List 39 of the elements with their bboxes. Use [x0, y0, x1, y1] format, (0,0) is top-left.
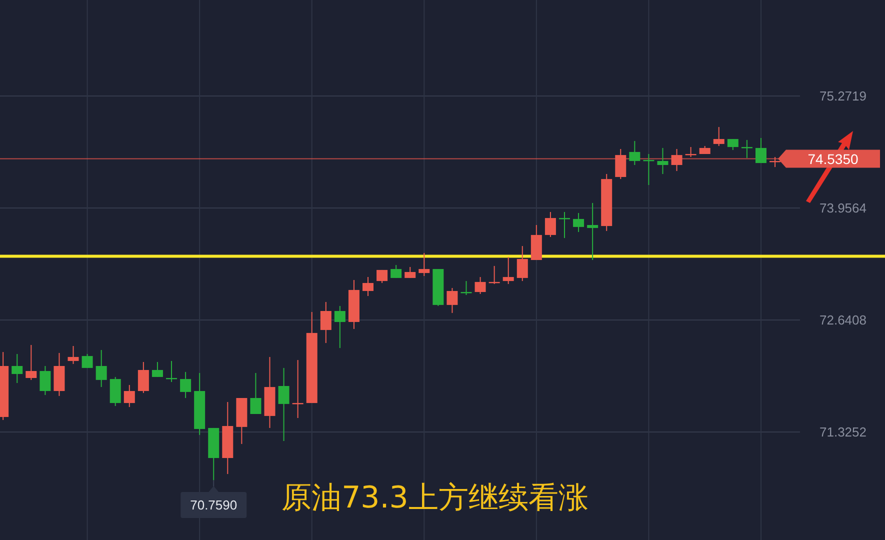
candlestick	[124, 384, 135, 408]
candlestick	[152, 361, 163, 378]
candlestick	[404, 266, 416, 278]
candlestick	[390, 264, 402, 278]
candlestick	[755, 138, 766, 164]
candlestick	[629, 140, 640, 166]
candlestick	[474, 276, 486, 294]
candlestick	[12, 353, 23, 384]
y-tick-label: 71.3252	[820, 424, 866, 440]
y-tick-label: 73.9564	[820, 200, 866, 216]
candlestick	[278, 367, 290, 442]
candlestick	[544, 211, 556, 238]
candlestick	[502, 256, 514, 285]
candlestick	[138, 361, 149, 394]
candlestick	[418, 252, 430, 276]
candlestick	[376, 269, 388, 284]
candlestick	[82, 353, 93, 368]
y-tick-label: 75.2719	[820, 88, 866, 104]
y-tick-label: 72.6408	[820, 312, 866, 328]
candlestick	[362, 276, 374, 297]
candlestick	[516, 246, 528, 282]
price-tag: 74.5350	[778, 150, 880, 168]
candlestick	[727, 138, 738, 151]
annotation: 70.7590	[190, 498, 238, 512]
candlestick	[587, 202, 598, 260]
candlestick	[657, 147, 668, 175]
candlestick	[26, 344, 37, 380]
ref-line-label: 74.5350	[808, 150, 859, 167]
candlestick	[40, 365, 51, 396]
candlestick	[573, 212, 584, 232]
candlestick	[320, 301, 332, 344]
candlestick	[96, 349, 107, 388]
text: 原油73.3上方继续看涨	[282, 480, 588, 516]
candlestick	[713, 126, 724, 147]
candlestick	[180, 371, 192, 398]
candlestick	[68, 345, 79, 364]
candlestick	[334, 305, 346, 349]
candlestick	[446, 288, 458, 314]
candlestick	[250, 372, 262, 415]
